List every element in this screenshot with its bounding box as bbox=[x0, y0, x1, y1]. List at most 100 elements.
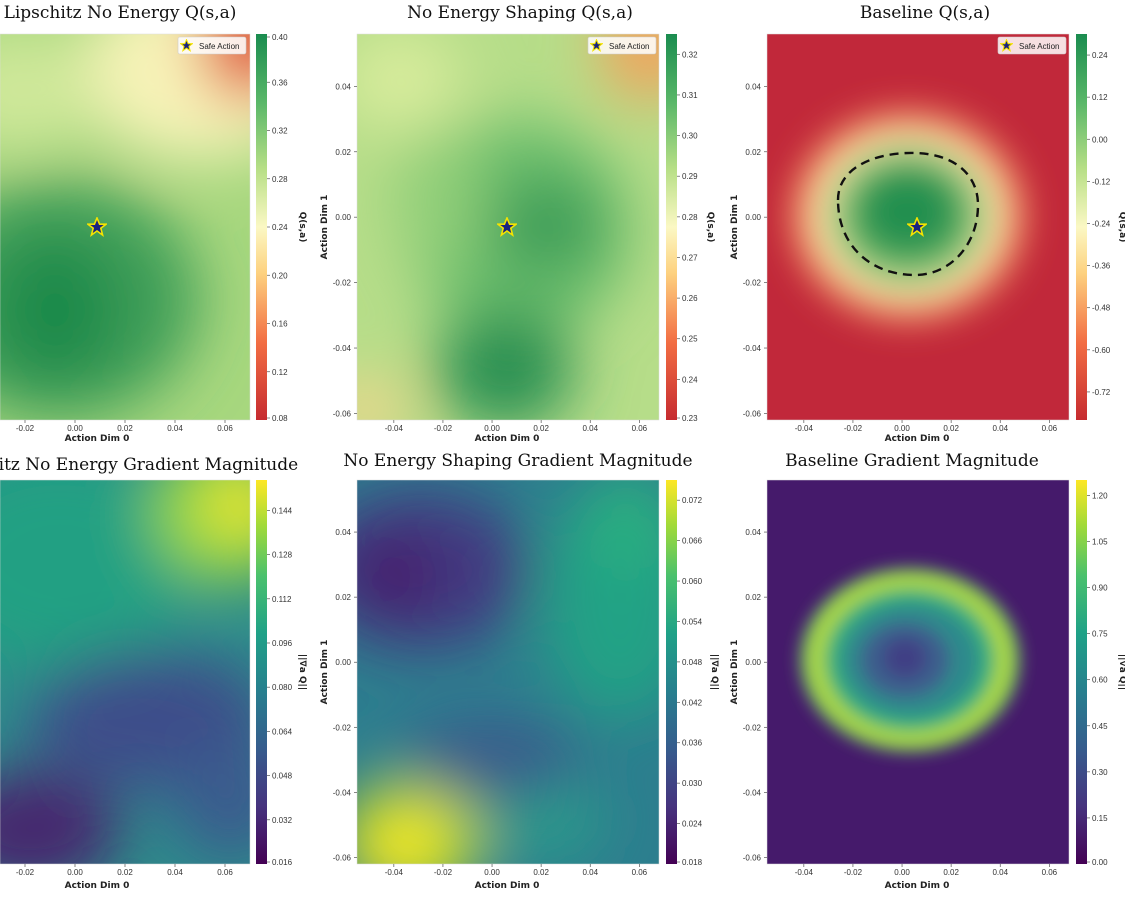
panel-5-colorbar-tick-label: 0.072 bbox=[682, 496, 703, 505]
panel-6-x-tick-label: 0.00 bbox=[894, 868, 910, 877]
panel-1-colorbar-tick-label: 0.40 bbox=[272, 33, 288, 42]
panel-1-x-tick-label: 0.00 bbox=[67, 424, 83, 433]
panel-3-x-ticks: -0.04 -0.02 0.00 0.02 0.04 0.06 bbox=[795, 420, 1058, 433]
panel-3-y-tick-label: 0.04 bbox=[745, 82, 761, 91]
panel-6-y-tick-label: -0.06 bbox=[743, 853, 762, 862]
panel-3-y-tick-label: 0.00 bbox=[745, 213, 761, 222]
panel-1-colorbar-tick-label: 0.08 bbox=[272, 414, 288, 423]
panel-6-heatmap bbox=[767, 480, 1069, 864]
panel-5-x-tick-label: 0.02 bbox=[533, 868, 549, 877]
panel-5-x-tick-label: 0.00 bbox=[484, 868, 500, 877]
panel-5-heatmap bbox=[357, 480, 659, 864]
panel-6-x-tick-label: 0.02 bbox=[943, 868, 959, 877]
panel-2-colorbar-tick-label: 0.26 bbox=[682, 294, 698, 303]
panel-3-y-tick-label: -0.02 bbox=[743, 279, 762, 288]
panel-5-y-tick-label: 0.00 bbox=[335, 658, 351, 667]
panel-3-colorbar-tick-label: -0.72 bbox=[1092, 388, 1111, 397]
panel-3-title: Baseline Q(s,a) bbox=[860, 3, 990, 23]
panel-1-x-ticks: -0.02 0.00 0.02 0.04 0.06 bbox=[16, 420, 233, 433]
panel-6-colorbar-tick-label: 0.15 bbox=[1092, 814, 1108, 823]
panel-3-colorbar-tick-label: 0.24 bbox=[1092, 51, 1108, 60]
panel-6-colorbar-tick-label: 0.30 bbox=[1092, 768, 1108, 777]
panel-5-y-tick-label: 0.02 bbox=[335, 593, 351, 602]
panel-2-colorbar-tick-label: 0.32 bbox=[682, 50, 698, 59]
panel-5-colorbar-label: ||∇a Q|| bbox=[709, 654, 719, 690]
panel-2-colorbar-tick-label: 0.23 bbox=[682, 414, 698, 423]
panel-4: Lipschitz No Energy Gradient Magnitude -… bbox=[0, 455, 307, 891]
panel-2-legend: Safe Action bbox=[587, 36, 657, 55]
panel-2-colorbar-tick-label: 0.24 bbox=[682, 375, 698, 384]
panel-3-colorbar bbox=[1076, 34, 1087, 420]
panel-4-colorbar-tick-label: 0.144 bbox=[272, 506, 293, 515]
panel-6-colorbar-tick-label: 0.60 bbox=[1092, 676, 1108, 685]
panel-6-title: Baseline Gradient Magnitude bbox=[785, 451, 1039, 471]
panel-1-colorbar-tick-label: 0.16 bbox=[272, 320, 288, 329]
panel-5: No Energy Shaping Gradient Magnitude -0.… bbox=[320, 451, 719, 891]
panel-5-colorbar-tick-label: 0.030 bbox=[682, 779, 703, 788]
panel-2-colorbar-tick-label: 0.27 bbox=[682, 253, 698, 262]
panel-6-y-tick-label: 0.04 bbox=[745, 528, 761, 537]
panel-1-colorbar-tick-label: 0.36 bbox=[272, 78, 288, 87]
panel-5-x-tick-label: -0.02 bbox=[434, 868, 453, 877]
panel-6-colorbar-tick-label: 0.45 bbox=[1092, 722, 1108, 731]
panel-4-x-ticks: -0.02 0.00 0.02 0.04 0.06 bbox=[16, 864, 233, 877]
panel-1-title: Lipschitz No Energy Q(s,a) bbox=[4, 3, 237, 23]
panel-3-x-tick-label: 0.06 bbox=[1042, 424, 1058, 433]
panel-5-x-tick-label: -0.04 bbox=[385, 868, 404, 877]
panel-1-heatmap bbox=[0, 34, 250, 420]
panel-1-colorbar-ticks: 0.40 0.36 0.32 0.28 0.24 0.20 0.16 0.12 0.08 bbox=[267, 33, 288, 423]
panel-2-y-tick-label: 0.00 bbox=[335, 213, 351, 222]
panel-4-colorbar-tick-label: 0.096 bbox=[272, 639, 293, 648]
panel-2-ylabel: Action Dim 1 bbox=[320, 195, 330, 260]
panel-5-colorbar-tick-label: 0.060 bbox=[682, 577, 703, 586]
panel-6-x-tick-label: 0.06 bbox=[1042, 868, 1058, 877]
panel-4-colorbar-tick-label: 0.032 bbox=[272, 816, 293, 825]
panel-2-colorbar-tick-label: 0.25 bbox=[682, 335, 698, 344]
panel-4-colorbar-tick-label: 0.112 bbox=[272, 595, 292, 604]
panel-3-y-tick-label: -0.06 bbox=[743, 409, 762, 418]
panel-1-colorbar-tick-label: 0.20 bbox=[272, 271, 288, 280]
panel-3-y-tick-label: -0.04 bbox=[743, 344, 762, 353]
panel-1-x-tick-label: 0.02 bbox=[117, 424, 133, 433]
panel-2-x-tick-label: -0.02 bbox=[434, 424, 453, 433]
panel-6-y-ticks: 0.04 0.02 0.00 -0.02 -0.04 -0.06 bbox=[743, 528, 767, 862]
panel-1-x-tick-label: 0.06 bbox=[217, 424, 233, 433]
panel-3-colorbar-tick-label: -0.36 bbox=[1092, 262, 1111, 271]
panel-6-xlabel: Action Dim 0 bbox=[885, 881, 950, 891]
panel-2-y-tick-label: 0.02 bbox=[335, 148, 351, 157]
panel-6-x-tick-label: -0.04 bbox=[795, 868, 814, 877]
panel-3-ylabel: Action Dim 1 bbox=[730, 195, 740, 260]
panel-4-colorbar bbox=[256, 480, 267, 864]
panel-3-colorbar-tick-label: -0.24 bbox=[1092, 219, 1111, 228]
panel-2-x-ticks: -0.04 -0.02 0.00 0.02 0.04 0.06 bbox=[385, 420, 648, 433]
panel-3-x-tick-label: 0.02 bbox=[943, 424, 959, 433]
panel-6-colorbar bbox=[1076, 480, 1087, 864]
panel-2-title: No Energy Shaping Q(s,a) bbox=[407, 3, 633, 23]
panel-3-legend-label: Safe Action bbox=[1019, 42, 1059, 51]
panel-5-y-tick-label: -0.04 bbox=[333, 788, 352, 797]
panel-3-xlabel: Action Dim 0 bbox=[885, 434, 950, 444]
panel-6-colorbar-tick-label: 0.00 bbox=[1092, 858, 1108, 867]
panel-2-colorbar-tick-label: 0.29 bbox=[682, 172, 698, 181]
panel-4-xlabel: Action Dim 0 bbox=[65, 881, 130, 891]
panel-6-y-tick-label: 0.00 bbox=[745, 658, 761, 667]
panel-1-colorbar-tick-label: 0.12 bbox=[272, 368, 288, 377]
panel-2-x-tick-label: 0.04 bbox=[582, 424, 598, 433]
panel-4-title: Lipschitz No Energy Gradient Magnitude bbox=[0, 455, 298, 475]
panel-5-x-tick-label: 0.06 bbox=[632, 868, 648, 877]
panel-1-legend-label: Safe Action bbox=[199, 42, 239, 51]
panel-5-x-tick-label: 0.04 bbox=[582, 868, 598, 877]
panel-2-colorbar-tick-label: 0.28 bbox=[682, 213, 698, 222]
panel-3-colorbar-tick-label: 0.00 bbox=[1092, 135, 1108, 144]
panel-5-colorbar-tick-label: 0.024 bbox=[682, 820, 703, 829]
panel-5-xlabel: Action Dim 0 bbox=[475, 881, 540, 891]
panel-2-y-ticks: 0.04 0.02 0.00 -0.02 -0.04 -0.06 bbox=[333, 82, 357, 418]
panel-2-xlabel: Action Dim 0 bbox=[475, 434, 540, 444]
panel-6: Baseline Gradient Magnitude -0.04 -0.02 0.… bbox=[730, 451, 1125, 891]
panel-2: No Energy Shaping Q(s,a) Safe Action -0.… bbox=[320, 3, 715, 444]
panel-3-x-tick-label: 0.04 bbox=[992, 424, 1008, 433]
panel-2-x-tick-label: -0.04 bbox=[385, 424, 404, 433]
panel-2-heatmap bbox=[357, 34, 659, 420]
panel-1-x-tick-label: -0.02 bbox=[16, 424, 35, 433]
